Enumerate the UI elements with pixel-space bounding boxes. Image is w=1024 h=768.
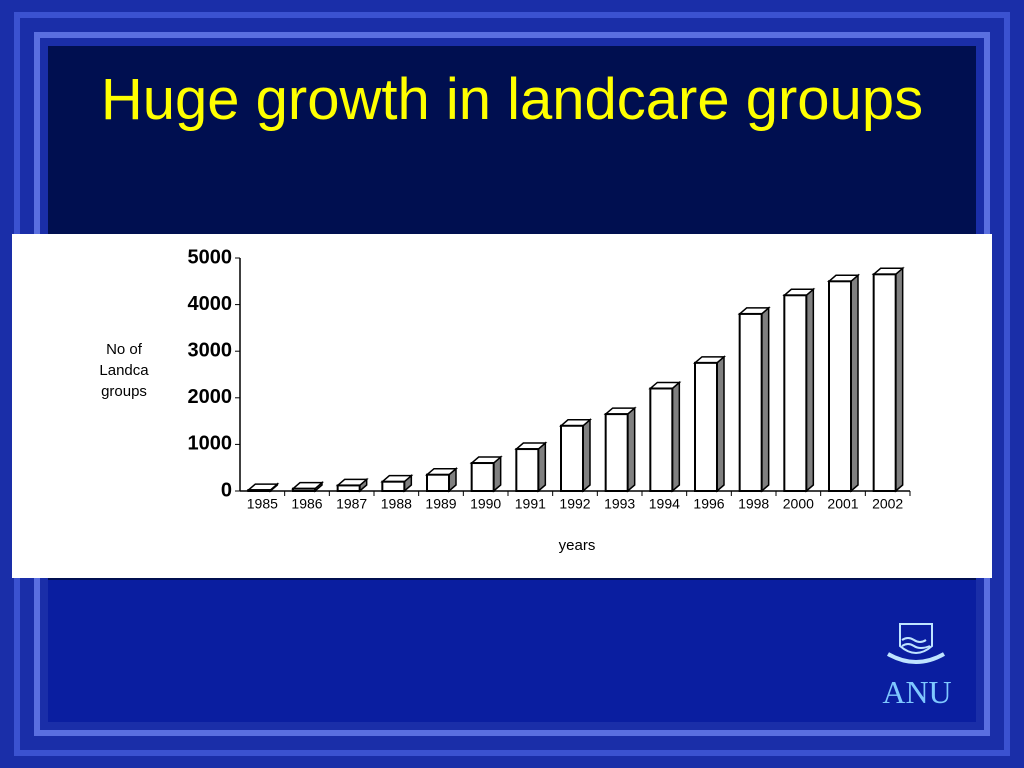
bar-side (716, 355, 725, 493)
bar-front (738, 312, 763, 492)
bar-front (426, 473, 450, 493)
logo-text: ANU (882, 674, 952, 710)
slide-title: Huge growth in landcare groups (100, 67, 924, 132)
bar-front (694, 361, 718, 492)
bar-side (626, 406, 636, 493)
lower-background (48, 580, 976, 722)
bar-side (537, 441, 547, 493)
bar (603, 406, 637, 493)
x-tick-label: 1987 (336, 496, 367, 512)
bar-front (783, 294, 808, 492)
bar (558, 418, 593, 493)
x-tick-label: 1989 (425, 496, 456, 512)
bar-side (760, 306, 770, 493)
x-tick-label: 1994 (649, 496, 680, 512)
bar-side (894, 266, 904, 493)
bar (782, 287, 816, 493)
y-axis-label: No of (106, 341, 143, 358)
x-tick-label: 1996 (693, 496, 724, 512)
x-axis-label: years (559, 537, 596, 554)
chart: 0 1000 2000 3000 4000 5000 No of Landca groups ye… (99, 246, 911, 554)
bar-front (247, 489, 272, 492)
bar-front (470, 462, 495, 492)
bar (424, 467, 459, 493)
bar-front (515, 448, 540, 492)
x-tick-label: 1990 (470, 496, 501, 512)
bar (380, 474, 414, 493)
bar-side (582, 418, 591, 493)
logo-crest (887, 623, 945, 664)
bar-front (336, 484, 361, 493)
x-tick-label: 1992 (559, 496, 590, 512)
bar-front (292, 487, 316, 492)
bar-front (381, 480, 406, 492)
bar (648, 380, 682, 493)
y-tick-label: 4000 (188, 293, 233, 315)
y-axis-label: groups (101, 383, 147, 400)
y-tick-label: 1000 (188, 433, 233, 455)
x-tick-label: 1998 (738, 496, 769, 512)
bar (871, 266, 905, 493)
bar-front (828, 280, 852, 492)
bar (335, 477, 369, 493)
y-tick-label: 3000 (188, 339, 233, 361)
x-tick-label: 1985 (247, 496, 278, 512)
chart-panel: 0 1000 2000 3000 4000 5000 No of Landca groups ye… (12, 234, 992, 578)
bar (514, 441, 548, 493)
x-tick-label: 1993 (604, 496, 635, 512)
bar-front (604, 413, 629, 492)
bar (692, 355, 727, 493)
x-tick-label: 2002 (872, 496, 903, 512)
bar (246, 482, 280, 493)
x-tick-label: 2001 (827, 496, 858, 512)
y-tick-label: 0 (221, 479, 232, 501)
x-tick-label: 1988 (381, 496, 412, 512)
x-tick-label: 1986 (291, 496, 322, 512)
bar-side (805, 287, 815, 493)
bar-front (649, 387, 674, 492)
bar (826, 273, 861, 493)
bar (469, 455, 503, 493)
x-tick-label: 1991 (515, 496, 546, 512)
bar (290, 481, 325, 493)
bar-side (850, 273, 859, 493)
y-tick-label: 2000 (188, 386, 233, 408)
y-tick-label: 5000 (188, 246, 233, 268)
y-axis-label: Landca (99, 362, 149, 379)
x-tick-label: 2000 (783, 496, 814, 512)
bar-side (671, 380, 681, 493)
bar (737, 306, 771, 493)
bar-front (872, 273, 897, 493)
bar-front (560, 424, 584, 492)
